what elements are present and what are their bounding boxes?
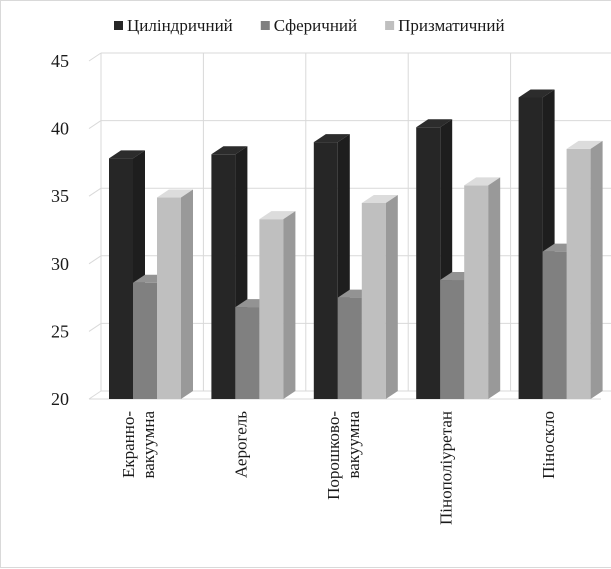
bar-front [337,297,362,399]
y-tick-label: 25 [51,321,69,341]
y-tick-label: 35 [51,186,69,206]
legend-swatch [114,21,123,30]
bar-front [440,280,465,399]
bar [259,211,296,399]
bar-front [542,251,567,399]
legend: Циліндричний Сферичний Призматичний [114,16,505,35]
x-tick-label: Екранно- [119,411,138,478]
bar-front [133,282,157,399]
bar-front [109,158,133,399]
legend-swatch [260,21,270,30]
y-tick-label: 20 [51,389,69,409]
legend-label: Призматичний [398,16,504,35]
gridline-diagonal [88,187,102,197]
bar-front [211,154,236,399]
bar-side [181,189,193,399]
x-tick-label: Пінополіуретан [436,411,455,525]
gridline-diagonal [88,322,102,332]
bar-front [313,142,338,399]
y-axis: 20 25 30 35 40 45 [51,51,69,409]
gridline-diagonal [88,390,102,400]
x-tick-label: Аерогель [232,411,251,478]
x-tick-label: вакуумна [139,411,158,479]
bar-side [283,211,296,399]
bar [566,140,603,399]
bar [361,194,398,399]
legend-swatch [385,21,395,30]
bar [464,177,501,399]
bar [157,189,193,399]
bar-front [235,307,260,399]
y-tick-label: 30 [51,254,69,274]
gridline-diagonal [88,120,102,130]
y-tick-label: 45 [51,51,69,71]
x-axis: Екранно-вакуумна Аерогель Порошково-вакуум… [119,411,558,525]
gridline-diagonal [88,255,102,265]
gridline-diagonal [88,52,102,62]
bar-front [566,148,591,399]
bar-side [590,140,603,399]
bars [109,89,603,400]
x-tick-label: Піноскло [539,411,558,479]
bar-front [416,127,441,400]
x-tick-label: Порошково- [324,411,343,500]
bar-front [464,185,489,399]
legend-label: Циліндричний [127,16,233,35]
bar-side [488,177,501,399]
bar-front [518,97,543,399]
bar [313,134,350,399]
bar-front [157,197,181,399]
x-tick-label: вакуумна [344,411,363,479]
legend-label: Сферичний [274,16,357,35]
bar-front [361,202,386,399]
y-tick-label: 40 [51,119,69,139]
bar-front [259,219,284,399]
bar-side [385,194,398,399]
